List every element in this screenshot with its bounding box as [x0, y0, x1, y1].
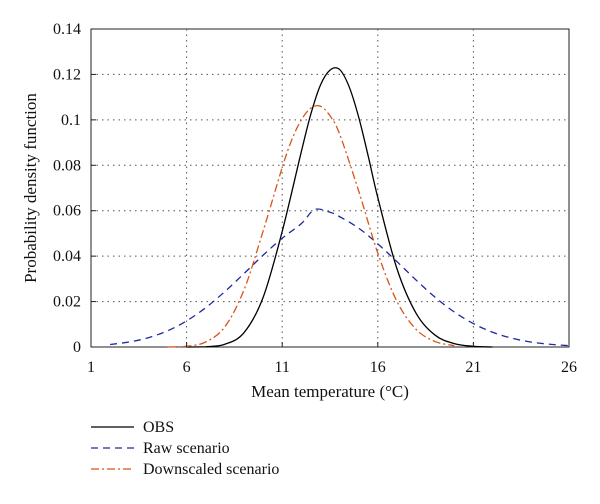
plot-frame: [90, 28, 570, 348]
x-tick-label: 26: [561, 359, 577, 376]
legend-label-raw-scenario: Raw scenario: [143, 440, 230, 457]
legend-label-downscaled-scenario: Downscaled scenario: [143, 461, 279, 478]
x-tick-label: 16: [370, 359, 386, 376]
y-tick-label: 0.06: [53, 203, 81, 220]
y-tick-label: 0.04: [53, 248, 81, 265]
x-tick-label: 6: [183, 359, 191, 376]
series-line-raw-scenario: [110, 208, 570, 347]
series-line-obs: [186, 67, 493, 348]
grid-lines: [91, 29, 569, 347]
y-tick-label: 0.02: [53, 294, 81, 311]
x-tick-label: 11: [274, 359, 289, 376]
y-tick-label: 0.1: [61, 112, 81, 129]
y-tick-label: 0.14: [53, 21, 81, 38]
y-tick-label: 0: [73, 339, 81, 356]
y-tick-label: 0.12: [53, 66, 81, 83]
x-tick-label: 21: [465, 359, 481, 376]
legend: OBS Raw scenario Downscaled scenario: [91, 419, 279, 478]
legend-label-obs: OBS: [143, 419, 174, 436]
x-axis-label: Mean temperature (°C): [251, 382, 409, 401]
series-line-downscaled-scenario: [167, 104, 455, 348]
series-lines: [110, 67, 570, 348]
y-tick-label: 0.08: [53, 157, 81, 174]
x-tick-label: 1: [87, 359, 95, 376]
y-axis-label: Probability density function: [21, 93, 40, 283]
